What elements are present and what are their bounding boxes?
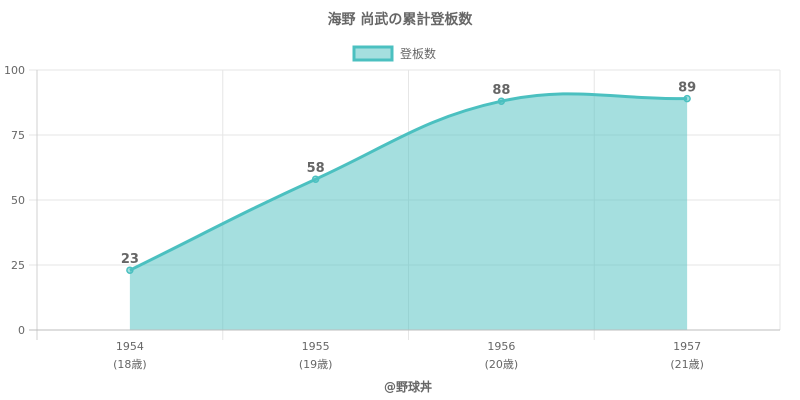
chart-title: 海野 尚武の累計登板数	[328, 11, 474, 28]
data-value-label: 88	[492, 83, 510, 98]
legend-swatch[interactable]	[352, 45, 394, 62]
data-point	[497, 97, 506, 105]
series-area-fill	[129, 93, 688, 330]
y-tick-label: 75	[11, 129, 25, 142]
area-series	[129, 92, 688, 330]
x-axis-ticks: 1954 (18歳) 1955 (19歳) 1956 (20歳) 1957 (21歳)	[113, 340, 704, 371]
y-tick-label: 50	[11, 194, 25, 207]
legend-label[interactable]: 登板数	[400, 46, 436, 61]
data-point	[683, 94, 691, 103]
series-line	[129, 92, 688, 272]
data-value-label: 89	[678, 81, 696, 96]
x-tick-label: 1955	[302, 340, 330, 353]
x-tick-label: 1954	[116, 340, 144, 353]
y-tick-label: 0	[18, 324, 25, 337]
y-tick-label: 25	[11, 259, 25, 272]
data-point	[311, 175, 320, 183]
data-value-label: 58	[307, 161, 325, 176]
x-tick-label: 1957	[673, 340, 701, 353]
legend[interactable]: 登板数	[352, 45, 436, 62]
data-point	[126, 266, 134, 274]
data-labels: 23 58 88 89	[121, 81, 696, 268]
data-value-label: 23	[121, 252, 139, 267]
x-tick-sublabel: (21歳)	[670, 358, 704, 371]
x-tick-sublabel: (19歳)	[299, 358, 333, 371]
x-tick-sublabel: (18歳)	[113, 358, 147, 371]
x-tick-label: 1956	[487, 340, 515, 353]
y-tick-label: 100	[4, 64, 25, 77]
x-tick-sublabel: (20歳)	[485, 358, 519, 371]
axes	[29, 70, 780, 340]
y-axis-ticks: 0 25 50 75 100	[4, 64, 25, 337]
data-points	[126, 94, 691, 274]
credit-watermark: @野球丼	[384, 379, 432, 394]
